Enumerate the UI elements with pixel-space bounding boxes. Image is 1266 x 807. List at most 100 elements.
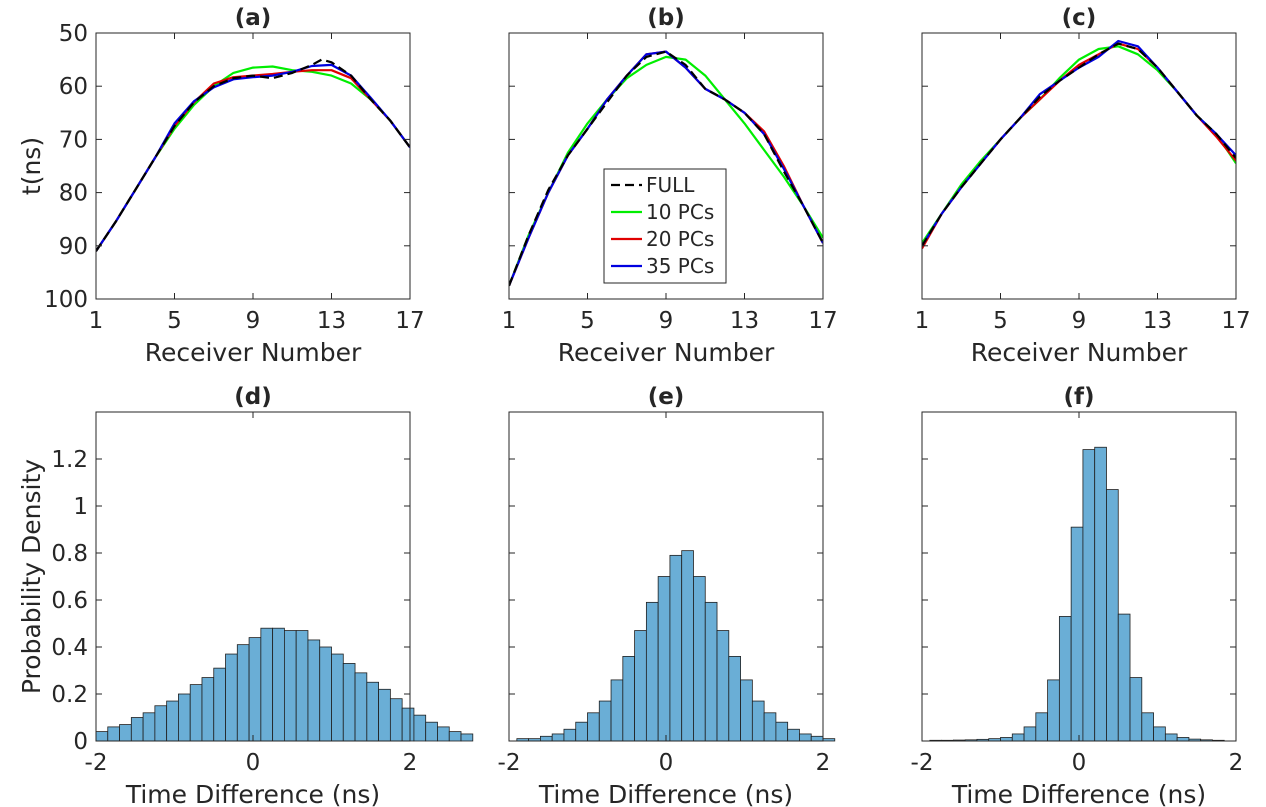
x-tick-label: 2 (403, 750, 418, 776)
histogram-bar (342, 663, 356, 742)
y-tick-label: 60 (59, 74, 88, 100)
histogram-bar (425, 721, 438, 742)
histogram-bar (763, 712, 777, 742)
histogram-bar (622, 656, 636, 742)
histogram-bar (551, 733, 565, 742)
histogram-bar (378, 688, 391, 742)
histogram-bar (1070, 526, 1084, 742)
histogram-bar (142, 712, 156, 742)
histogram-bar (413, 714, 427, 742)
histogram-bar (1117, 613, 1131, 742)
histogram-bar (248, 637, 262, 742)
panel-title: (b) (647, 5, 685, 31)
histogram-bar (716, 630, 730, 742)
x-tick-label: -2 (911, 750, 934, 776)
histogram-bar (681, 550, 694, 742)
x-tick-label: 2 (816, 750, 831, 776)
x-tick-label: 13 (317, 308, 346, 334)
histogram-bar (319, 646, 332, 742)
histogram-bar (366, 681, 380, 742)
series-line (96, 58, 410, 252)
x-tick-label: 13 (730, 308, 759, 334)
histogram-bar (107, 726, 120, 742)
histogram-bar (460, 733, 474, 742)
histogram-bar (166, 700, 179, 742)
histogram-bar (1035, 712, 1048, 742)
legend-label: FULL (646, 173, 695, 197)
legend-label: 10 PCs (646, 200, 714, 224)
histogram-bar (669, 554, 683, 742)
y-axis-label: Probability Density (17, 459, 46, 694)
legend-label: 20 PCs (646, 227, 714, 251)
y-tick-label: 0 (73, 729, 88, 755)
histogram-bar (810, 735, 824, 742)
series-line (509, 50, 823, 287)
x-axis-label: Time Difference (ns) (538, 780, 793, 807)
series-line (96, 63, 410, 252)
y-tick-label: 50 (59, 21, 88, 47)
histogram-bar (283, 630, 297, 742)
panel-c: 1 5 9 13 17 (c) Receiver Number (915, 5, 1251, 367)
histogram-bar (130, 717, 144, 742)
y-tick-label: 1 (73, 494, 88, 520)
histogram-bar (1011, 733, 1025, 742)
legend-box (603, 168, 727, 284)
panel-title: (d) (234, 384, 272, 410)
histogram-bar (448, 731, 462, 742)
x-tick-label: 17 (1221, 308, 1250, 334)
axes-box (921, 32, 1237, 300)
histogram-bar (389, 698, 403, 742)
y-tick-label: 0.8 (51, 541, 88, 567)
histogram-bar (354, 672, 368, 742)
x-tick-label: 0 (246, 750, 261, 776)
y-tick-label: 80 (59, 181, 88, 207)
histogram-bar (693, 576, 706, 742)
histogram-bar (704, 601, 718, 742)
x-tick-label: 5 (993, 308, 1008, 334)
x-tick-label: 9 (1072, 308, 1087, 334)
histogram-bar (1153, 726, 1166, 742)
histogram-bar (799, 733, 812, 742)
histogram-bar (775, 721, 789, 742)
x-tick-label: 17 (808, 308, 837, 334)
x-axis-label: Time Difference (ns) (951, 780, 1206, 807)
histogram-bar (201, 677, 215, 742)
x-axis-label: Time Difference (ns) (125, 780, 380, 807)
histogram-bar (1082, 449, 1096, 742)
histogram-bar (598, 700, 612, 742)
x-tick-label: 0 (659, 750, 674, 776)
histogram-bar (225, 653, 238, 742)
histogram-bar (95, 731, 109, 742)
panel-title: (e) (648, 384, 685, 410)
histogram-bar (740, 679, 753, 742)
panel-title: (c) (1062, 5, 1097, 31)
y-tick-label: 100 (44, 287, 88, 313)
histogram-bar (587, 712, 600, 742)
histogram-bar (1058, 616, 1072, 742)
histogram-bar (272, 627, 285, 742)
histogram-bar (119, 724, 132, 742)
histogram-bar (575, 721, 588, 742)
histogram-bar (189, 684, 203, 742)
histogram-bar (1176, 737, 1190, 742)
x-tick-label: 9 (659, 308, 674, 334)
histogram-bar (610, 679, 624, 742)
x-axis-label: Receiver Number (971, 338, 1188, 367)
x-tick-label: 0 (1072, 750, 1087, 776)
histogram-bar (307, 639, 321, 742)
y-tick-label: 0.4 (51, 635, 88, 661)
histogram-bar (295, 630, 309, 742)
x-tick-label: 5 (580, 308, 595, 334)
histogram-bar (1094, 446, 1107, 742)
histogram-bar (1129, 677, 1143, 742)
histogram-bar (1000, 737, 1013, 742)
histogram-bar (634, 630, 647, 742)
histogram-bar (331, 653, 344, 742)
x-tick-label: 13 (1143, 308, 1172, 334)
histogram-bar (236, 644, 250, 742)
x-axis-label: Receiver Number (145, 338, 362, 367)
series-line (922, 42, 1236, 250)
histogram-bar (1106, 489, 1119, 742)
x-tick-label: 1 (89, 308, 104, 334)
